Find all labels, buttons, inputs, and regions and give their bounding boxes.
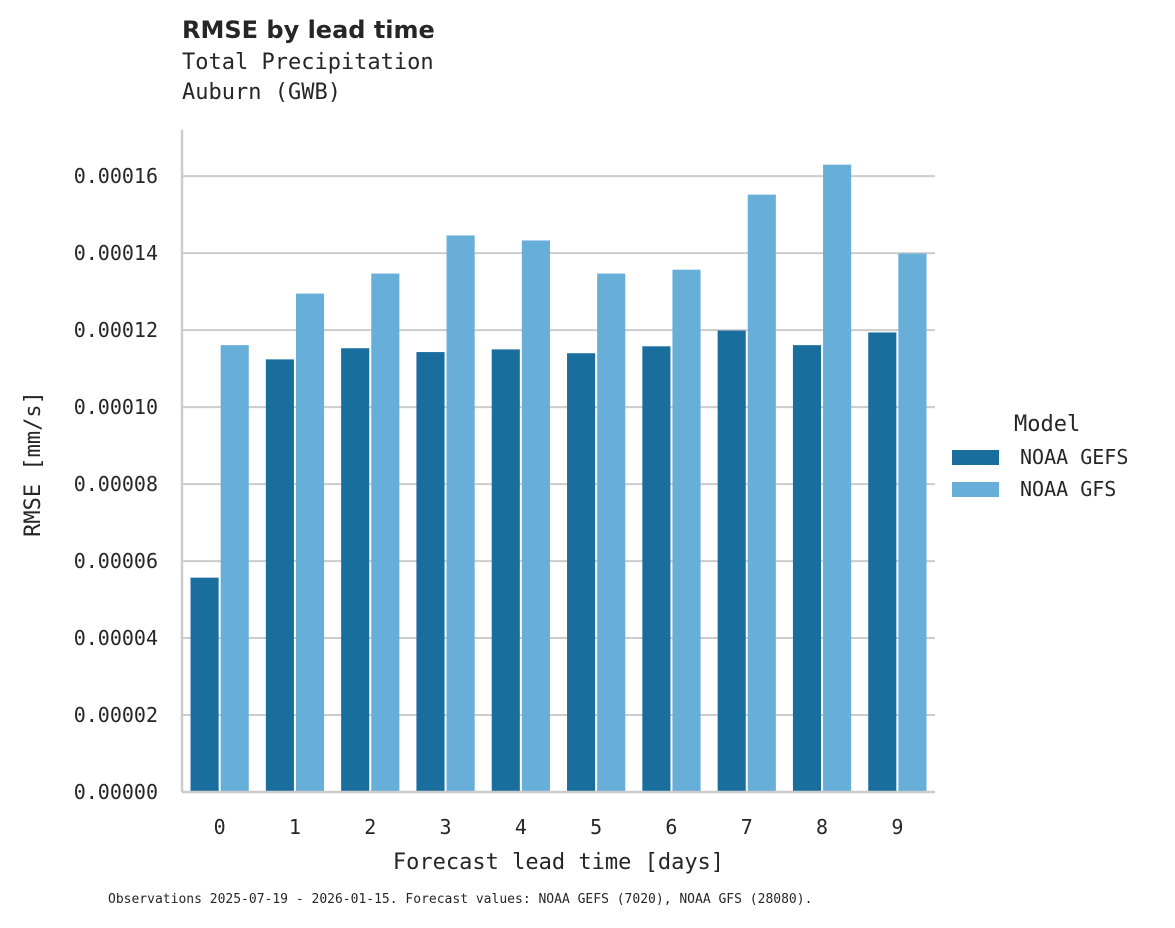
y-tick-label: 0.00004 — [74, 626, 158, 650]
x-tick-label: 3 — [440, 815, 452, 839]
x-tick-label: 6 — [665, 815, 677, 839]
y-axis-label: RMSE [mm/s] — [21, 391, 46, 537]
legend-title: Model — [1014, 412, 1081, 437]
bar-noaa-gfs-5 — [597, 273, 626, 792]
y-tick-label: 0.00002 — [74, 703, 158, 727]
bar-noaa-gfs-3 — [446, 235, 475, 793]
x-axis-label: Forecast lead time [days] — [393, 850, 724, 875]
x-tick-label: 4 — [515, 815, 527, 839]
bar-noaa-gefs-1 — [265, 359, 294, 792]
bar-noaa-gfs-0 — [220, 345, 249, 792]
y-tick-label: 0.00012 — [74, 318, 158, 342]
x-tick-label: 1 — [289, 815, 301, 839]
x-tick-label: 5 — [590, 815, 602, 839]
bar-noaa-gefs-9 — [868, 332, 897, 792]
x-tick-label: 7 — [741, 815, 753, 839]
bar-noaa-gfs-4 — [521, 240, 550, 793]
bar-noaa-gfs-7 — [747, 194, 776, 792]
x-tick-label: 0 — [214, 815, 226, 839]
chart-subtitle-location: Auburn (GWB) — [182, 80, 341, 105]
bar-noaa-gefs-0 — [190, 577, 219, 792]
bar-noaa-gefs-7 — [717, 330, 746, 792]
legend-item-gefs: NOAA GEFS — [952, 445, 1128, 469]
chart-subtitle-variable: Total Precipitation — [182, 50, 434, 75]
bar-noaa-gfs-9 — [898, 253, 927, 792]
y-tick-label: 0.00014 — [74, 241, 158, 265]
legend-swatch-gfs — [952, 481, 999, 497]
x-tick-label: 9 — [891, 815, 903, 839]
legend: Model NOAA GEFS NOAA GFS — [952, 412, 1128, 501]
legend-label-gefs: NOAA GEFS — [1020, 445, 1129, 469]
x-tick-label: 8 — [816, 815, 828, 839]
bar-noaa-gefs-2 — [341, 348, 370, 792]
legend-swatch-gefs — [952, 449, 999, 465]
bar-noaa-gfs-1 — [295, 293, 325, 792]
legend-label-gfs: NOAA GFS — [1020, 477, 1117, 501]
y-tick-label: 0.00000 — [74, 780, 158, 804]
bar-noaa-gfs-8 — [823, 164, 852, 793]
y-tick-label: 0.00006 — [74, 549, 158, 573]
y-tick-label: 0.00008 — [74, 472, 158, 496]
bar-noaa-gefs-5 — [567, 353, 596, 792]
x-tick-label: 2 — [364, 815, 376, 839]
y-tick-label: 0.00016 — [74, 164, 158, 188]
bar-noaa-gefs-4 — [491, 349, 520, 792]
bar-noaa-gefs-3 — [416, 352, 445, 792]
y-tick-label: 0.00010 — [74, 395, 158, 419]
bar-noaa-gefs-8 — [792, 345, 822, 792]
footnote: Observations 2025-07-19 - 2026-01-15. Fo… — [108, 892, 813, 907]
bar-noaa-gfs-2 — [371, 273, 400, 792]
chart-title: RMSE by lead time — [182, 16, 435, 44]
legend-item-gfs: NOAA GFS — [952, 477, 1128, 501]
bar-noaa-gefs-6 — [642, 346, 671, 792]
bar-noaa-gfs-6 — [672, 269, 701, 793]
